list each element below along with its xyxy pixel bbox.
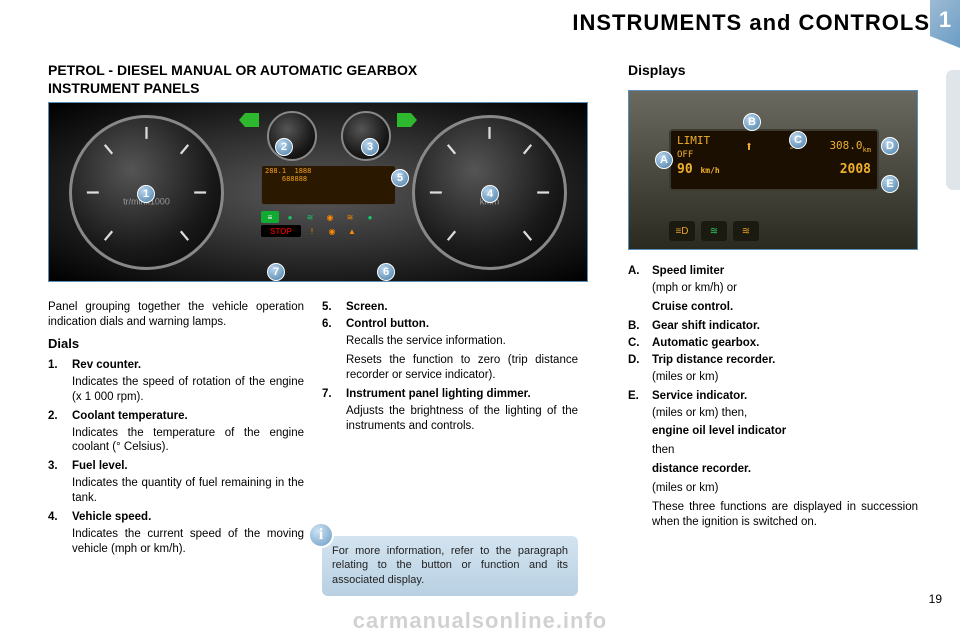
callout-1: 1 bbox=[137, 185, 155, 203]
callout-3: 3 bbox=[361, 138, 379, 156]
lcd-limit: LIMITOFF bbox=[677, 134, 710, 160]
item-E-desc4: distance recorder. bbox=[652, 462, 918, 477]
item-4: 4.Vehicle speed. bbox=[48, 510, 304, 525]
item-2: 2.Coolant temperature. bbox=[48, 409, 304, 424]
item-7-desc: Adjusts the brightness of the lighting o… bbox=[346, 404, 578, 434]
foglight-rear-icon: ≋ bbox=[733, 221, 759, 241]
item-2-desc: Indicates the temperature of the engine … bbox=[72, 426, 304, 456]
info-box: i For more information, refer to the par… bbox=[322, 536, 578, 596]
intro-para: Panel grouping together the vehicle oper… bbox=[48, 300, 304, 330]
item-3: 3.Fuel level. bbox=[48, 459, 304, 474]
figure-instrument-panel: tr/minx1000 km/h 288.1 1888 688888 ≡ ● ≋… bbox=[48, 102, 588, 282]
item-E: E.Service indicator. bbox=[628, 389, 918, 404]
dial-coolant-temp bbox=[267, 111, 317, 161]
display-bottom-icons: ≡D ≋ ≋ bbox=[669, 221, 879, 241]
callout-D: D bbox=[881, 137, 899, 155]
figure-display: LIMITOFF ⬆ - 308.0km 90 km/h 2008 ≡D ≋ ≋… bbox=[628, 90, 918, 250]
subtitle-right: Displays bbox=[628, 62, 686, 78]
watermark: carmanualsonline.info bbox=[0, 608, 960, 634]
lcd-screen: LIMITOFF ⬆ - 308.0km 90 km/h 2008 bbox=[669, 129, 879, 191]
item-A: A.Speed limiter bbox=[628, 264, 918, 279]
page-number: 19 bbox=[929, 592, 942, 606]
item-1-desc: Indicates the speed of rotation of the e… bbox=[72, 375, 304, 405]
callout-E: E bbox=[881, 175, 899, 193]
item-A-desc2: Cruise control. bbox=[652, 300, 918, 315]
info-icon: i bbox=[308, 522, 334, 548]
subtitle-left-line2: INSTRUMENT PANELS bbox=[48, 80, 199, 96]
callout-C: C bbox=[789, 131, 807, 149]
item-E-desc1: (miles or km) then, bbox=[652, 406, 918, 421]
page-header: INSTRUMENTS and CONTROLS bbox=[572, 10, 930, 36]
column-left: Panel grouping together the vehicle oper… bbox=[48, 300, 304, 561]
item-3-desc: Indicates the quantity of fuel remaining… bbox=[72, 476, 304, 506]
item-6: 6.Control button. bbox=[322, 317, 578, 332]
turn-indicator-right-icon bbox=[397, 113, 417, 127]
column-right: A.Speed limiter (mph or km/h) or Cruise … bbox=[628, 264, 918, 534]
side-tab bbox=[946, 70, 960, 190]
column-middle: 5.Screen. 6.Control button. Recalls the … bbox=[322, 300, 578, 438]
warning-lights-row: ≡ ● ≋ ◉ ≋ ● STOP ! ◉ ▲ bbox=[261, 211, 396, 261]
info-box-text: For more information, refer to the parag… bbox=[332, 545, 568, 586]
callout-7: 7 bbox=[267, 263, 285, 281]
item-E-desc2: engine oil level indicator bbox=[652, 424, 918, 439]
item-6-desc-a: Recalls the service information. bbox=[346, 334, 578, 349]
item-4-desc: Indicates the current speed of the movin… bbox=[72, 527, 304, 557]
subtitle-left: PETROL - DIESEL MANUAL OR AUTOMATIC GEAR… bbox=[48, 62, 417, 97]
lcd-arrow-icon: ⬆ bbox=[745, 139, 753, 155]
item-7: 7.Instrument panel lighting dimmer. bbox=[322, 387, 578, 402]
subtitle-left-line1: PETROL - DIESEL MANUAL OR AUTOMATIC GEAR… bbox=[48, 62, 417, 78]
item-E-desc3: then bbox=[652, 443, 918, 458]
center-lcd: 288.1 1888 688888 bbox=[261, 165, 396, 205]
callout-B: B bbox=[743, 113, 761, 131]
item-D-desc: (miles or km) bbox=[652, 370, 918, 385]
item-E-desc6: These three functions are displayed in s… bbox=[652, 500, 918, 530]
item-D: D.Trip distance recorder. bbox=[628, 353, 918, 368]
item-1: 1.Rev counter. bbox=[48, 358, 304, 373]
dials-heading: Dials bbox=[48, 336, 304, 353]
callout-6: 6 bbox=[377, 263, 395, 281]
item-B: B.Gear shift indicator. bbox=[628, 319, 918, 334]
chapter-marker: 1 bbox=[930, 0, 960, 48]
callout-A: A bbox=[655, 151, 673, 169]
item-A-desc1: (mph or km/h) or bbox=[652, 281, 918, 296]
callout-5: 5 bbox=[391, 169, 409, 187]
lcd-speed: 90 km/h bbox=[677, 162, 720, 177]
turn-indicator-left-icon bbox=[239, 113, 259, 127]
item-5: 5.Screen. bbox=[322, 300, 578, 315]
item-E-desc5: (miles or km) bbox=[652, 481, 918, 496]
item-C: C.Automatic gearbox. bbox=[628, 336, 918, 351]
item-6-desc-b: Resets the function to zero (trip distan… bbox=[346, 353, 578, 383]
lcd-clock: 2008 bbox=[840, 162, 871, 177]
lcd-tripdist: 308.0km bbox=[829, 139, 871, 154]
headlight-icon: ≡D bbox=[669, 221, 695, 241]
callout-2: 2 bbox=[275, 138, 293, 156]
foglight-front-icon: ≋ bbox=[701, 221, 727, 241]
callout-4: 4 bbox=[481, 185, 499, 203]
